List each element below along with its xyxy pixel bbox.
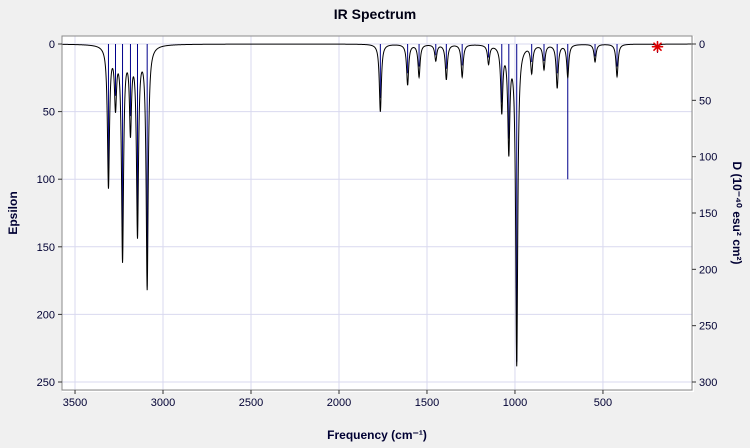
- y-axis-label-left: Epsilon: [6, 191, 20, 235]
- svg-text:50: 50: [43, 107, 55, 119]
- svg-text:100: 100: [699, 152, 717, 164]
- d-impulses: [107, 44, 659, 362]
- spectrum-curve: [62, 43, 692, 367]
- svg-text:500: 500: [594, 397, 612, 409]
- svg-text:1000: 1000: [503, 397, 527, 409]
- svg-text:200: 200: [37, 309, 55, 321]
- svg-text:1500: 1500: [415, 397, 439, 409]
- svg-text:0: 0: [49, 39, 55, 51]
- svg-text:150: 150: [699, 208, 717, 220]
- tick-labels: 3500 3000 2500 2000 1500 1000 5000501001502002…: [37, 39, 718, 409]
- svg-text:100: 100: [37, 174, 55, 186]
- svg-text:0: 0: [699, 39, 705, 51]
- gridlines: [62, 36, 692, 390]
- svg-text:150: 150: [37, 242, 55, 254]
- axis-ticks: [58, 43, 696, 394]
- svg-text:250: 250: [37, 377, 55, 389]
- svg-text:200: 200: [699, 264, 717, 276]
- svg-text:50: 50: [699, 95, 711, 107]
- svg-text:2000: 2000: [327, 397, 351, 409]
- y-axis-label-right: D (10⁻⁴⁰ esu² cm²): [730, 161, 744, 265]
- svg-text:250: 250: [699, 321, 717, 333]
- selected-mode-marker: [651, 40, 664, 53]
- plot-background: [62, 36, 692, 390]
- svg-text:3500: 3500: [63, 397, 87, 409]
- chart-title: IR Spectrum: [333, 6, 417, 22]
- svg-text:2500: 2500: [239, 397, 263, 409]
- x-axis-label: Frequency (cm⁻¹): [327, 428, 427, 442]
- svg-text:300: 300: [699, 377, 717, 389]
- svg-text:3000: 3000: [151, 397, 175, 409]
- frame-highlight: [62, 36, 694, 392]
